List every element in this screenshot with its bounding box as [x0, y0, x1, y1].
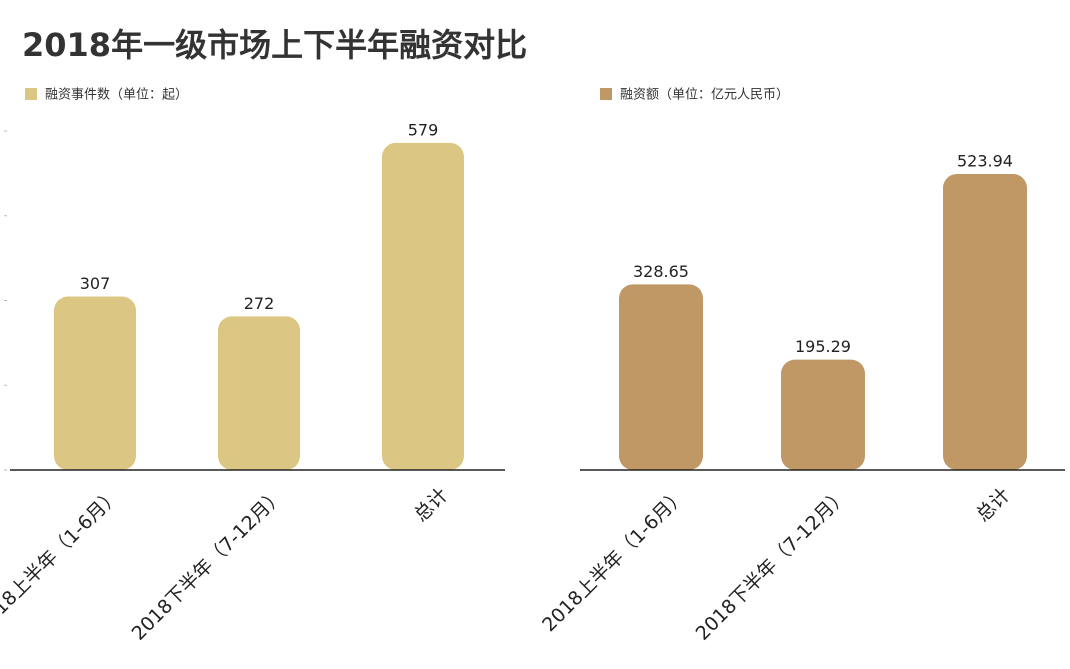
x-tick-label: 总计 — [972, 484, 1014, 526]
legend-label: 融资额（单位：亿元人民币） — [620, 88, 789, 103]
bar — [54, 296, 136, 470]
bar — [218, 316, 300, 470]
x-tick-label: 2018上半年（1-6月） — [0, 484, 124, 636]
legend-swatch — [25, 88, 37, 100]
bar — [382, 142, 464, 471]
x-tick-label: 2018下半年（7-12月） — [692, 484, 853, 645]
x-tick-label: 总计 — [410, 484, 452, 526]
bar — [781, 359, 865, 470]
legend-label: 融资事件数（单位：起） — [45, 88, 188, 103]
x-tick-label: 2018下半年（7-12月） — [128, 484, 289, 645]
bar — [619, 284, 703, 470]
page-title: 2018年一级市场上下半年融资对比 — [22, 26, 527, 64]
legend-swatch — [600, 88, 612, 100]
value-label: 579 — [408, 120, 439, 139]
value-label: 307 — [80, 274, 111, 293]
bar — [943, 173, 1027, 470]
value-label: 272 — [244, 294, 275, 313]
x-tick-label: 2018上半年（1-6月） — [538, 484, 690, 636]
value-label: 195.29 — [795, 337, 851, 356]
value-label: 328.65 — [633, 262, 689, 281]
value-label: 523.94 — [957, 151, 1013, 170]
